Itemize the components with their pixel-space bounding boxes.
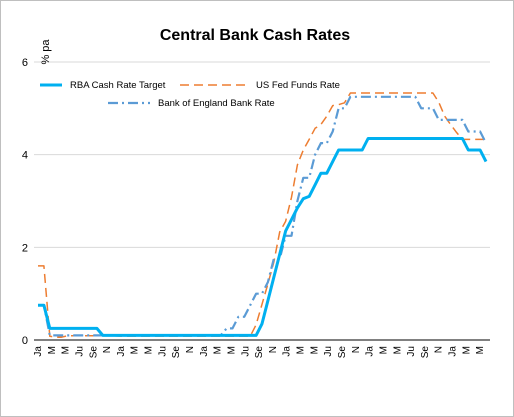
legend-label: US Fed Funds Rate xyxy=(256,80,340,91)
x-tick-label: M xyxy=(61,346,72,354)
x-tick-label: Ja xyxy=(282,346,293,357)
x-tick-label: N xyxy=(434,346,445,353)
y-tick-label: 6 xyxy=(22,57,28,69)
x-tick-label: Ju xyxy=(74,346,85,357)
chart-title: Central Bank Cash Rates xyxy=(160,27,350,44)
x-tick-label: M xyxy=(461,346,472,354)
x-tick-label: Ju xyxy=(157,346,168,357)
x-tick-label: Se xyxy=(171,346,182,359)
x-tick-label: Se xyxy=(420,346,431,359)
x-tick-label: M xyxy=(47,346,58,354)
series-lines xyxy=(38,92,488,338)
x-tick-label: Ja xyxy=(199,346,210,357)
y-tick-label: 2 xyxy=(22,242,28,254)
x-tick-label: M xyxy=(130,346,141,354)
legend: RBA Cash Rate Target US Fed Funds Rate Ban… xyxy=(40,80,340,109)
x-tick-label: Se xyxy=(88,346,99,359)
x-tick-label: M xyxy=(296,346,307,354)
legend-label: RBA Cash Rate Target xyxy=(70,80,166,91)
gridlines xyxy=(34,61,490,248)
x-tick-label: Ja xyxy=(365,346,376,357)
x-tick-label: M xyxy=(392,346,403,354)
x-tick-label: N xyxy=(351,346,362,353)
x-tick-label: M xyxy=(226,346,237,354)
x-tick-label: Ja xyxy=(448,346,459,357)
y-tick-label: 0 xyxy=(22,335,28,347)
y-tick-label: 4 xyxy=(22,150,28,162)
series-line-1 xyxy=(38,92,486,338)
x-tick-label: Ju xyxy=(323,346,334,357)
x-tick-label: Ja xyxy=(116,346,127,357)
x-tick-label: N xyxy=(102,346,113,353)
legend-label: Bank of England Bank Rate xyxy=(158,98,275,109)
series-line-0 xyxy=(38,137,488,337)
x-tick-label: Ja xyxy=(33,346,44,357)
x-tick-label: N xyxy=(268,346,279,353)
x-tick-label: M xyxy=(475,346,486,354)
x-tick-label: Ju xyxy=(240,346,251,357)
x-tick-label: Ju xyxy=(406,346,417,357)
x-tick-label: M xyxy=(378,346,389,354)
x-tick-label: N xyxy=(185,346,196,353)
y-axis-label: % pa xyxy=(40,39,52,65)
x-tick-label: M xyxy=(144,346,155,354)
x-tick-label: M xyxy=(309,346,320,354)
x-tick-label: M xyxy=(213,346,224,354)
x-tick-label: Se xyxy=(254,346,265,359)
x-tick-label: Se xyxy=(337,346,348,359)
